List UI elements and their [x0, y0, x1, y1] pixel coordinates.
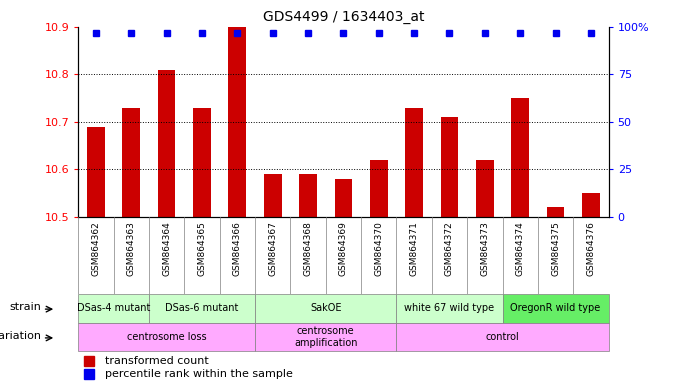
Text: GSM864364: GSM864364	[162, 221, 171, 276]
Bar	[228, 27, 246, 217]
Text: centrosome
amplification: centrosome amplification	[294, 326, 358, 348]
Text: GSM864368: GSM864368	[303, 221, 313, 276]
Text: control: control	[486, 332, 520, 342]
Bar	[396, 294, 503, 323]
Title: GDS4499 / 1634403_at: GDS4499 / 1634403_at	[262, 10, 424, 25]
Bar	[193, 108, 211, 217]
Text: white 67 wild type: white 67 wild type	[405, 303, 494, 313]
Bar	[299, 174, 317, 217]
Text: GSM864370: GSM864370	[374, 221, 384, 276]
Bar	[547, 207, 564, 217]
Bar	[476, 160, 494, 217]
Bar	[255, 294, 396, 323]
Bar	[87, 127, 105, 217]
Text: GSM864367: GSM864367	[268, 221, 277, 276]
Bar	[335, 179, 352, 217]
Bar	[582, 193, 600, 217]
Text: strain: strain	[10, 302, 41, 312]
Text: GSM864365: GSM864365	[197, 221, 207, 276]
Text: DSas-6 mutant: DSas-6 mutant	[165, 303, 239, 313]
Bar	[370, 160, 388, 217]
Bar	[396, 323, 609, 351]
Bar	[122, 108, 140, 217]
Text: SakOE: SakOE	[310, 303, 341, 313]
Bar	[78, 323, 255, 351]
Text: GSM864363: GSM864363	[126, 221, 136, 276]
Text: GSM864374: GSM864374	[515, 221, 525, 276]
Text: GSM864366: GSM864366	[233, 221, 242, 276]
Bar	[405, 108, 423, 217]
Text: GSM864362: GSM864362	[91, 221, 101, 276]
Text: GSM864371: GSM864371	[409, 221, 419, 276]
Text: centrosome loss: centrosome loss	[126, 332, 207, 342]
Text: GSM864375: GSM864375	[551, 221, 560, 276]
Text: GSM864369: GSM864369	[339, 221, 348, 276]
Text: GSM864373: GSM864373	[480, 221, 490, 276]
Bar	[264, 174, 282, 217]
Text: OregonR wild type: OregonR wild type	[511, 303, 600, 313]
Bar	[255, 323, 396, 351]
Text: GSM864372: GSM864372	[445, 221, 454, 276]
Text: transformed count: transformed count	[105, 356, 209, 366]
Bar	[149, 294, 255, 323]
Bar	[503, 294, 609, 323]
Text: DSas-4 mutant: DSas-4 mutant	[77, 303, 150, 313]
Text: GSM864376: GSM864376	[586, 221, 596, 276]
Bar	[78, 294, 149, 323]
Text: percentile rank within the sample: percentile rank within the sample	[105, 369, 292, 379]
Bar	[511, 98, 529, 217]
Text: genotype/variation: genotype/variation	[0, 331, 41, 341]
Bar	[158, 70, 175, 217]
Bar	[441, 117, 458, 217]
